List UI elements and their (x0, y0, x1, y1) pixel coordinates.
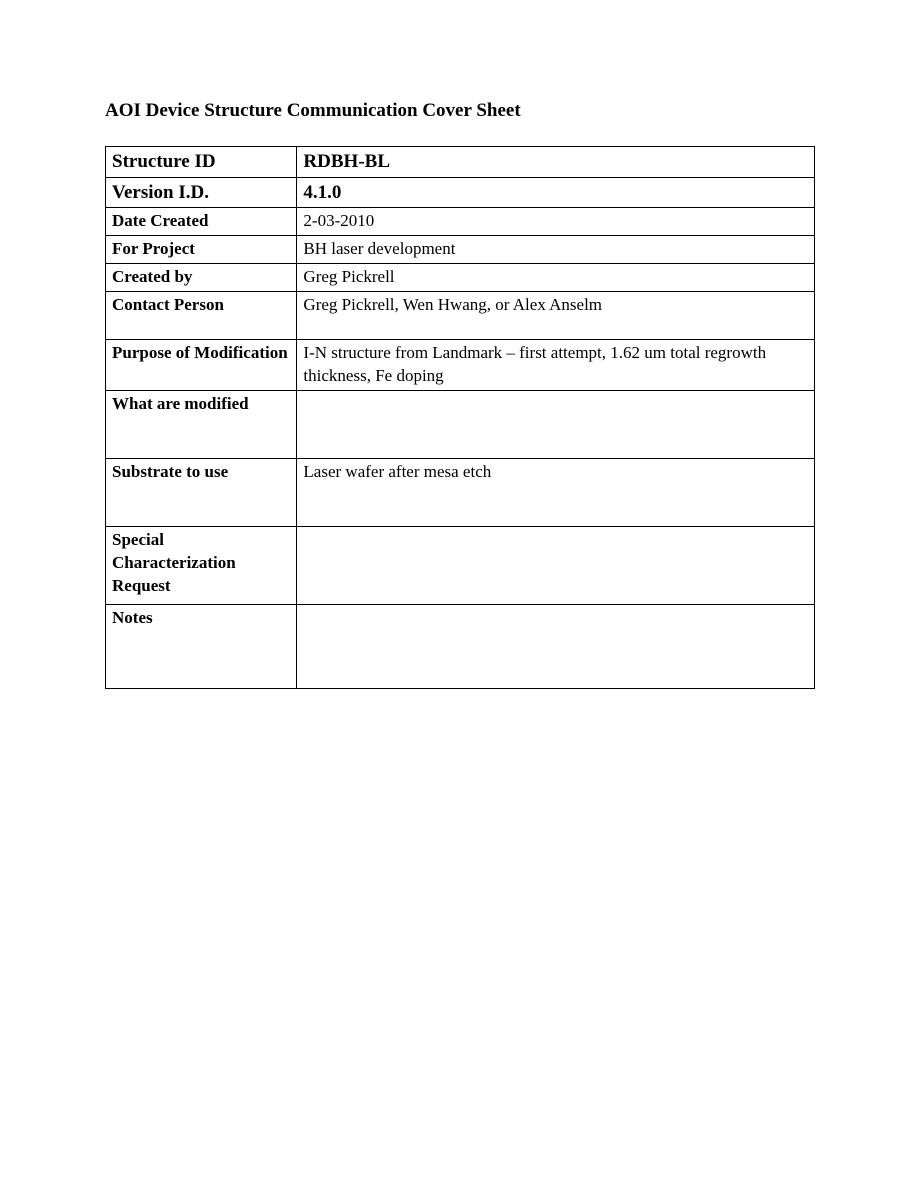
value-created-by: Greg Pickrell (297, 264, 815, 292)
row-date-created: Date Created 2-03-2010 (106, 208, 815, 236)
label-substrate: Substrate to use (106, 458, 297, 526)
row-special-characterization: Special Characterization Request (106, 526, 815, 604)
row-notes: Notes (106, 604, 815, 688)
label-date-created: Date Created (106, 208, 297, 236)
row-created-by: Created by Greg Pickrell (106, 264, 815, 292)
label-purpose: Purpose of Modification (106, 340, 297, 391)
value-special-characterization (297, 526, 815, 604)
row-purpose: Purpose of Modification I-N structure fr… (106, 340, 815, 391)
label-version-id: Version I.D. (106, 177, 297, 208)
row-contact-person: Contact Person Greg Pickrell, Wen Hwang,… (106, 292, 815, 340)
cover-sheet-table: Structure ID RDBH-BL Version I.D. 4.1.0 … (105, 146, 815, 689)
label-structure-id: Structure ID (106, 147, 297, 178)
value-for-project: BH laser development (297, 236, 815, 264)
row-for-project: For Project BH laser development (106, 236, 815, 264)
label-for-project: For Project (106, 236, 297, 264)
document-title: AOI Device Structure Communication Cover… (105, 100, 815, 122)
value-what-modified (297, 390, 815, 458)
value-substrate: Laser wafer after mesa etch (297, 458, 815, 526)
row-version-id: Version I.D. 4.1.0 (106, 177, 815, 208)
label-contact-person: Contact Person (106, 292, 297, 340)
value-date-created: 2-03-2010 (297, 208, 815, 236)
row-what-modified: What are modified (106, 390, 815, 458)
row-substrate: Substrate to use Laser wafer after mesa … (106, 458, 815, 526)
value-purpose: I-N structure from Landmark – first atte… (297, 340, 815, 391)
value-version-id: 4.1.0 (297, 177, 815, 208)
value-structure-id: RDBH-BL (297, 147, 815, 178)
value-contact-person: Greg Pickrell, Wen Hwang, or Alex Anselm (297, 292, 815, 340)
row-structure-id: Structure ID RDBH-BL (106, 147, 815, 178)
label-notes: Notes (106, 604, 297, 688)
label-created-by: Created by (106, 264, 297, 292)
label-what-modified: What are modified (106, 390, 297, 458)
value-notes (297, 604, 815, 688)
label-special-characterization: Special Characterization Request (106, 526, 297, 604)
